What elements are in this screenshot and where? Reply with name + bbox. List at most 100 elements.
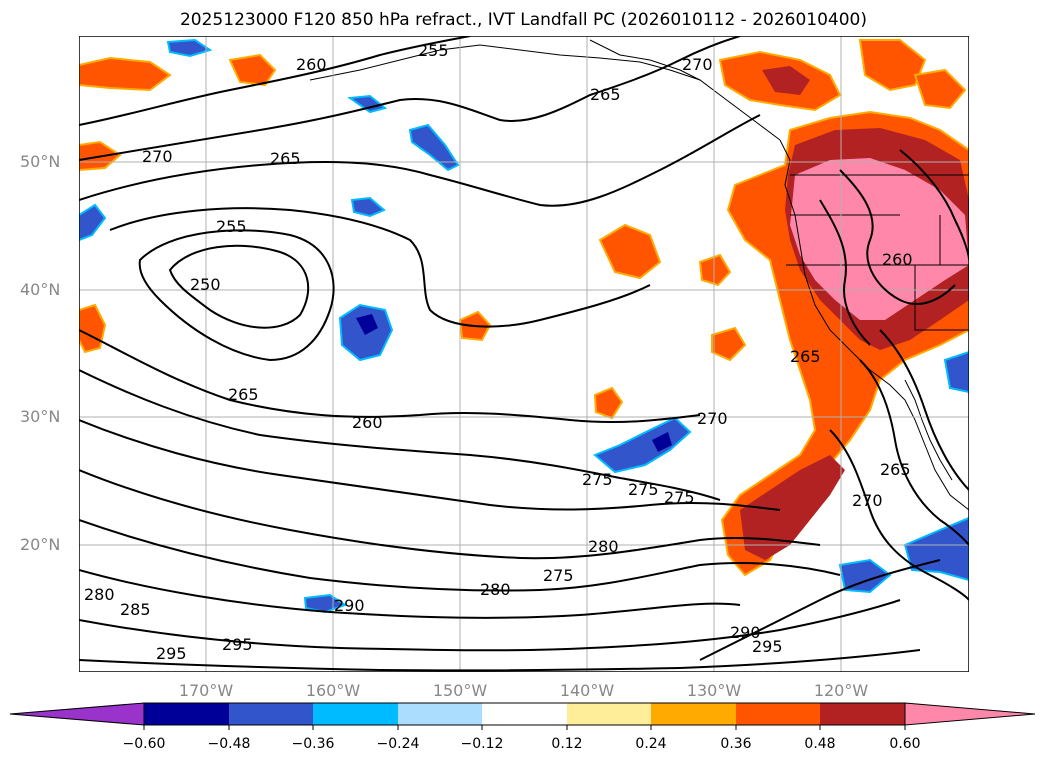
positive-anomaly-regions xyxy=(79,39,969,577)
contour-label: 265 xyxy=(590,85,621,104)
colorbar xyxy=(9,702,1036,730)
contour-label: 265 xyxy=(270,149,301,168)
colorbar-segment xyxy=(482,703,567,725)
lon-label-150w: 150°W xyxy=(432,681,488,700)
negative-anomaly-regions xyxy=(79,38,969,614)
contour-line xyxy=(899,149,969,261)
contour-line xyxy=(79,519,841,592)
refractivity-contours xyxy=(79,36,969,672)
contour-label: 265 xyxy=(790,347,821,366)
contour-line xyxy=(79,599,901,652)
contour-label: 270 xyxy=(852,491,883,510)
contour-label: 265 xyxy=(228,385,259,404)
contour-label: 275 xyxy=(628,480,659,499)
colorbar-tick-label: 0.36 xyxy=(720,736,752,752)
contour-labels: 255 260 265 270 265 270 255 250 265 260 … xyxy=(84,41,913,663)
contour-line xyxy=(79,36,741,161)
colorbar-tick-label: 0.12 xyxy=(551,736,583,752)
colorbar-segment xyxy=(144,703,229,725)
contour-label: 280 xyxy=(480,580,511,599)
contour-label: 280 xyxy=(84,585,115,604)
contour-line xyxy=(79,369,721,501)
contour-line xyxy=(879,329,969,491)
contour-label: 275 xyxy=(664,488,695,507)
negative-region-alaska-gulf xyxy=(408,123,460,172)
map-panel: 255 260 265 270 265 270 255 250 265 260 … xyxy=(79,36,969,672)
colorbar-tick-label: −0.60 xyxy=(122,736,166,752)
positive-region-nw-2 xyxy=(228,53,277,87)
contour-label: 290 xyxy=(334,596,365,615)
contour-label: 255 xyxy=(418,41,449,60)
contour-line xyxy=(79,419,781,511)
contour-line xyxy=(859,359,969,546)
contour-label: 265 xyxy=(880,460,911,479)
negative-region-southeast xyxy=(838,558,892,594)
colorbar-tick-label: −0.24 xyxy=(376,736,420,752)
contour-line xyxy=(839,169,956,305)
negative-region-south xyxy=(303,593,348,614)
figure-title: 2025123000 F120 850 hPa refract., IVT La… xyxy=(179,10,867,30)
colorbar-tick-label: −0.12 xyxy=(460,736,504,752)
lat-label-30n: 30°N xyxy=(20,407,61,426)
contour-line xyxy=(829,429,969,601)
contour-label: 250 xyxy=(190,275,221,294)
positive-region-far-north-east xyxy=(858,39,927,92)
lon-label-170w: 170°W xyxy=(178,681,234,700)
colorbar-segment xyxy=(229,703,313,725)
contour-label: 275 xyxy=(582,470,613,489)
colorbar-segment xyxy=(736,703,820,725)
contour-line xyxy=(79,329,701,424)
contour-label: 260 xyxy=(352,413,383,432)
contour-label: 270 xyxy=(682,55,713,74)
negative-region-west-edge xyxy=(79,203,107,242)
positive-region-far-north-east-2 xyxy=(913,68,967,110)
positive-region-subtropic xyxy=(593,386,624,420)
contour-line xyxy=(699,559,941,661)
contour-line xyxy=(79,114,761,207)
contour-line xyxy=(819,199,871,346)
negative-region-north-2 xyxy=(347,94,388,114)
baja-coastline xyxy=(904,379,953,481)
contour-line xyxy=(109,207,651,328)
contour-line xyxy=(79,36,471,126)
positive-region-nw xyxy=(79,56,172,92)
colorbar-segment xyxy=(313,703,398,725)
lon-label-140w: 140°W xyxy=(559,681,615,700)
positive-region-pink-core xyxy=(790,158,969,320)
positive-region-subtropic-3 xyxy=(698,253,732,287)
alaska-coastline xyxy=(309,44,781,141)
colorbar-extend-max xyxy=(904,702,1036,726)
lat-label-20n: 20°N xyxy=(20,535,61,554)
negative-region-subtropic-core xyxy=(652,432,672,452)
negative-region-central-north-core xyxy=(356,314,378,335)
gridlines xyxy=(79,36,969,672)
colorbar-tick-label: −0.36 xyxy=(291,736,335,752)
lon-label-130w: 130°W xyxy=(686,681,742,700)
contour-label: 260 xyxy=(296,55,327,74)
colorbar-tick-label: 0.60 xyxy=(889,736,921,752)
contour-label: 260 xyxy=(882,250,913,269)
colorbar-segment xyxy=(567,703,651,725)
colorbar-tick-label: −0.48 xyxy=(207,736,251,752)
contour-label: 275 xyxy=(543,566,574,585)
colorbar-tick-label: 0.24 xyxy=(635,736,667,752)
contour-line xyxy=(79,569,741,619)
alaska-coastline-2 xyxy=(589,39,701,81)
north-america-coastline xyxy=(779,139,969,511)
lat-label-40n: 40°N xyxy=(20,280,61,299)
contour-label: 270 xyxy=(697,409,728,428)
lon-label-160w: 160°W xyxy=(305,681,361,700)
negative-region-alaska-gulf-2 xyxy=(350,196,386,218)
contour-line xyxy=(79,649,921,672)
negative-region-north xyxy=(166,38,213,58)
positive-region-subtropic-2 xyxy=(711,326,747,362)
contour-label: 290 xyxy=(730,623,761,642)
positive-region-north-east-core xyxy=(762,66,810,95)
colorbar-extend-min xyxy=(9,702,145,726)
contour-label: 295 xyxy=(752,637,783,656)
contour-label: 270 xyxy=(142,147,173,166)
colorbar-segment xyxy=(398,703,482,725)
negative-region-east-edge xyxy=(943,350,969,394)
contour-label: 295 xyxy=(222,635,253,654)
